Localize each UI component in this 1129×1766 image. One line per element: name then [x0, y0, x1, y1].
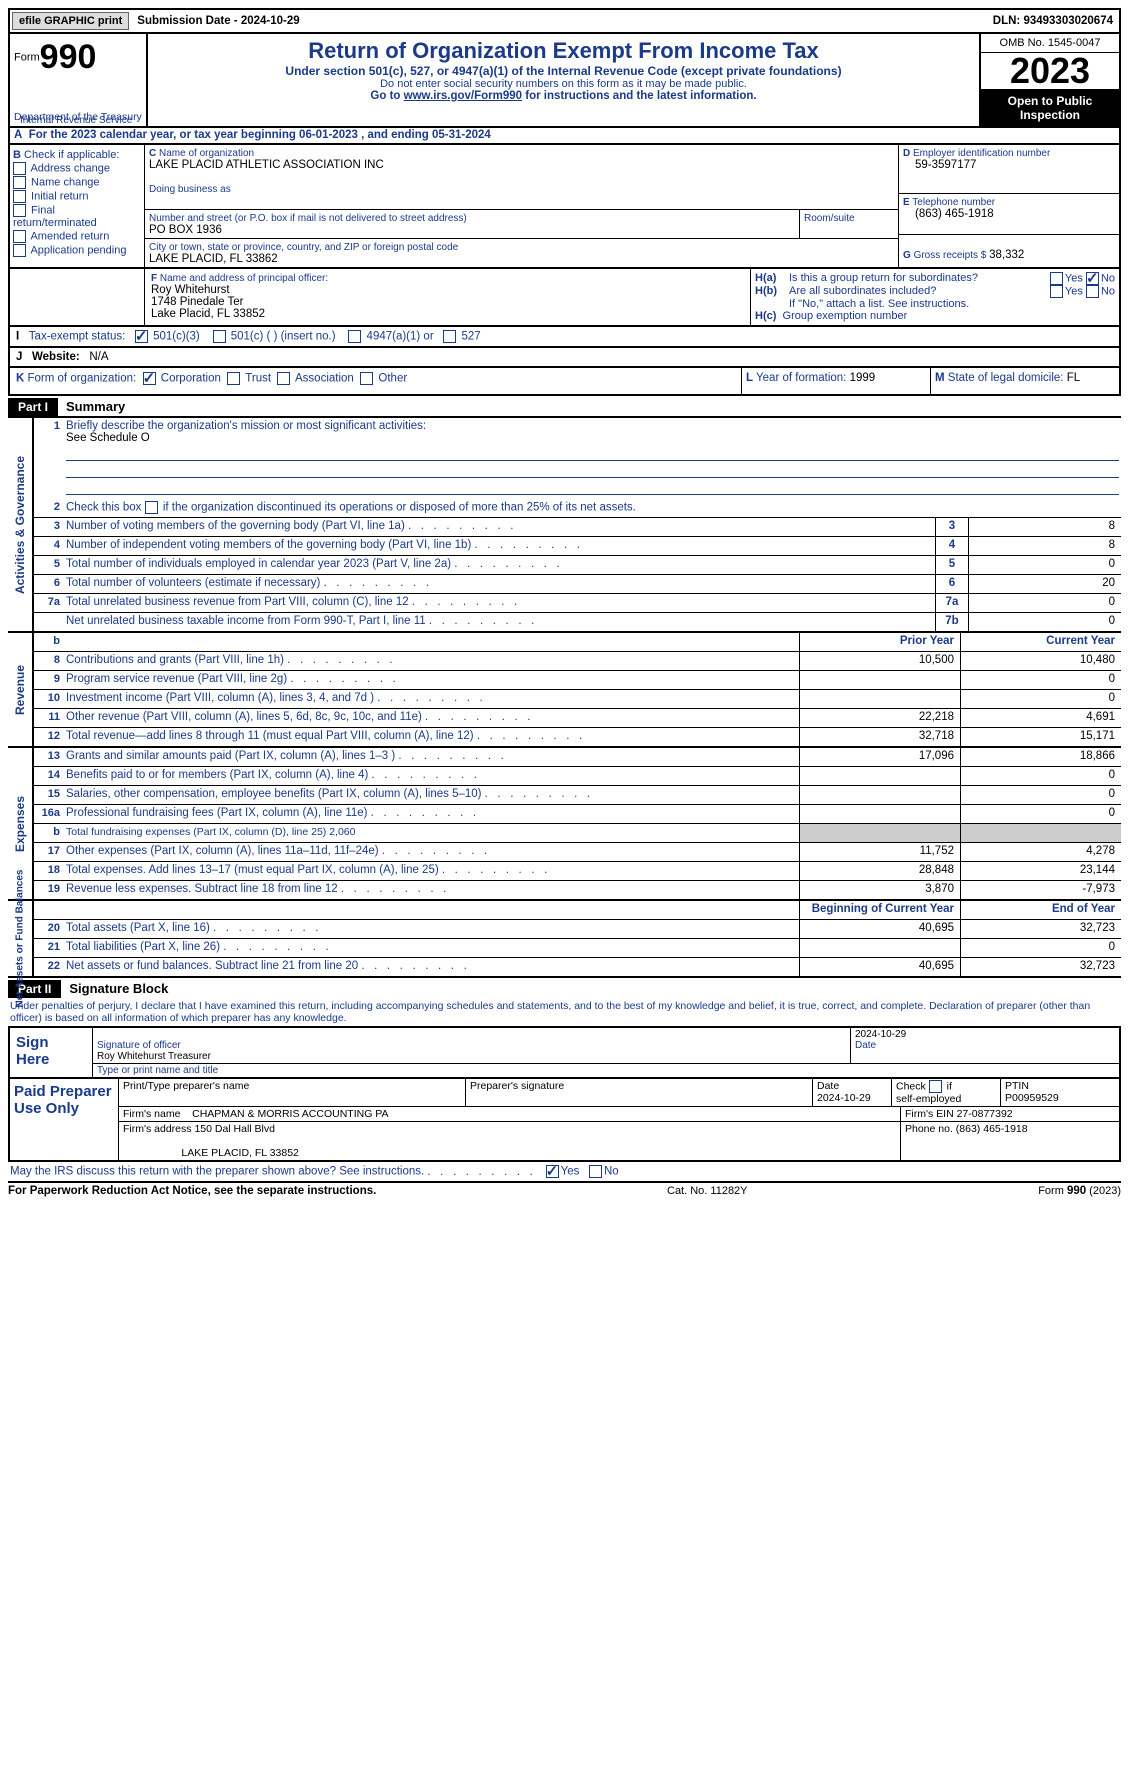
website-row: J Website: N/A [8, 348, 1121, 368]
officer-h-section: F Name and address of principal officer:… [8, 269, 1121, 327]
hb-no-checkbox[interactable] [1086, 285, 1099, 298]
officer-addr2: Lake Placid, FL 33852 [151, 308, 265, 320]
efile-button[interactable]: efile GRAPHIC print [12, 12, 129, 30]
row-a-tax-year: A For the 2023 calendar year, or tax yea… [8, 127, 1121, 145]
submission-date: Submission Date - 2024-10-29 [131, 15, 992, 27]
4947-checkbox[interactable] [348, 330, 361, 343]
officer-addr1: 1748 Pinedale Ter [151, 296, 244, 308]
irs-link[interactable]: www.irs.gov/Form990 [404, 90, 522, 102]
501c3-checkbox[interactable] [135, 330, 148, 343]
city-zip: LAKE PLACID, FL 33862 [149, 253, 278, 265]
summary-governance: Activities & Governance 1Briefly describ… [8, 418, 1121, 633]
summary-expenses: Expenses 13Grants and similar amounts pa… [8, 748, 1121, 901]
dln: DLN: 93493303020674 [993, 15, 1119, 27]
irs-service: Internal Revenue Service [20, 115, 132, 126]
hb-note: If "No," attach a list. See instructions… [755, 298, 1115, 310]
org-name: LAKE PLACID ATHLETIC ASSOCIATION INC [149, 159, 384, 171]
klm-row: K Form of organization: Corporation Trus… [8, 368, 1121, 396]
open-inspection: Open to PublicInspection [981, 90, 1119, 126]
discontinued-checkbox[interactable] [145, 501, 158, 514]
b-checkbox[interactable] [13, 230, 26, 243]
self-employed-checkbox[interactable] [929, 1080, 942, 1093]
b-checkbox[interactable] [13, 176, 26, 189]
trust-checkbox[interactable] [227, 372, 240, 385]
summary-revenue: Revenue bPrior YearCurrent Year 8Contrib… [8, 633, 1121, 748]
top-bar: efile GRAPHIC print Submission Date - 20… [8, 8, 1121, 34]
ssn-notice: Do not enter social security numbers on … [152, 78, 975, 90]
b-checkbox[interactable] [13, 190, 26, 203]
hb-yes-checkbox[interactable] [1050, 285, 1063, 298]
sign-here-block: Sign Here Signature of officerRoy Whiteh… [8, 1028, 1121, 1079]
corp-checkbox[interactable] [143, 372, 156, 385]
gross-receipts: 38,332 [989, 249, 1024, 261]
form-subtitle: Under section 501(c), 527, or 4947(a)(1)… [152, 64, 975, 78]
discuss-no-checkbox[interactable] [589, 1165, 602, 1178]
ha-yes-checkbox[interactable] [1050, 272, 1063, 285]
discuss-yes-checkbox[interactable] [546, 1165, 559, 1178]
b-checkbox[interactable] [13, 244, 26, 257]
form-title: Return of Organization Exempt From Incom… [152, 38, 975, 64]
part2-header: Part IISignature Block [8, 980, 1121, 998]
501c-checkbox[interactable] [213, 330, 226, 343]
b-checkbox[interactable] [13, 162, 26, 175]
ha-no-checkbox[interactable] [1086, 272, 1099, 285]
paid-preparer-block: Paid Preparer Use Only Print/Type prepar… [8, 1079, 1121, 1162]
phone: (863) 465-1918 [903, 208, 994, 220]
form-header: Form990 Department of the Treasury Retur… [8, 34, 1121, 128]
tax-exempt-row: I Tax-exempt status: 501(c)(3) 501(c) ( … [8, 327, 1121, 348]
527-checkbox[interactable] [443, 330, 456, 343]
part1-header: Part ISummary [8, 398, 1121, 418]
assoc-checkbox[interactable] [277, 372, 290, 385]
form-number: 990 [40, 38, 97, 76]
other-checkbox[interactable] [360, 372, 373, 385]
b-checkbox[interactable] [13, 204, 26, 217]
perjury-declaration: Under penalties of perjury, I declare th… [8, 998, 1121, 1028]
may-discuss-row: May the IRS discuss this return with the… [8, 1162, 1121, 1183]
summary-net-assets: Net Assets or Fund Balances Beginning of… [8, 901, 1121, 978]
officer-name: Roy Whitehurst [151, 284, 230, 296]
ein: 59-3597177 [903, 159, 976, 171]
form-word: Form [14, 52, 40, 64]
org-info-section: B Check if applicable: Address change Na… [8, 145, 1121, 269]
street: PO BOX 1936 [149, 224, 222, 236]
page-footer: For Paperwork Reduction Act Notice, see … [8, 1183, 1121, 1197]
checkbox-column-b: B Check if applicable: Address change Na… [10, 145, 145, 267]
tax-year: 2023 [981, 53, 1119, 90]
goto-link: Go to www.irs.gov/Form990 for instructio… [152, 90, 975, 102]
